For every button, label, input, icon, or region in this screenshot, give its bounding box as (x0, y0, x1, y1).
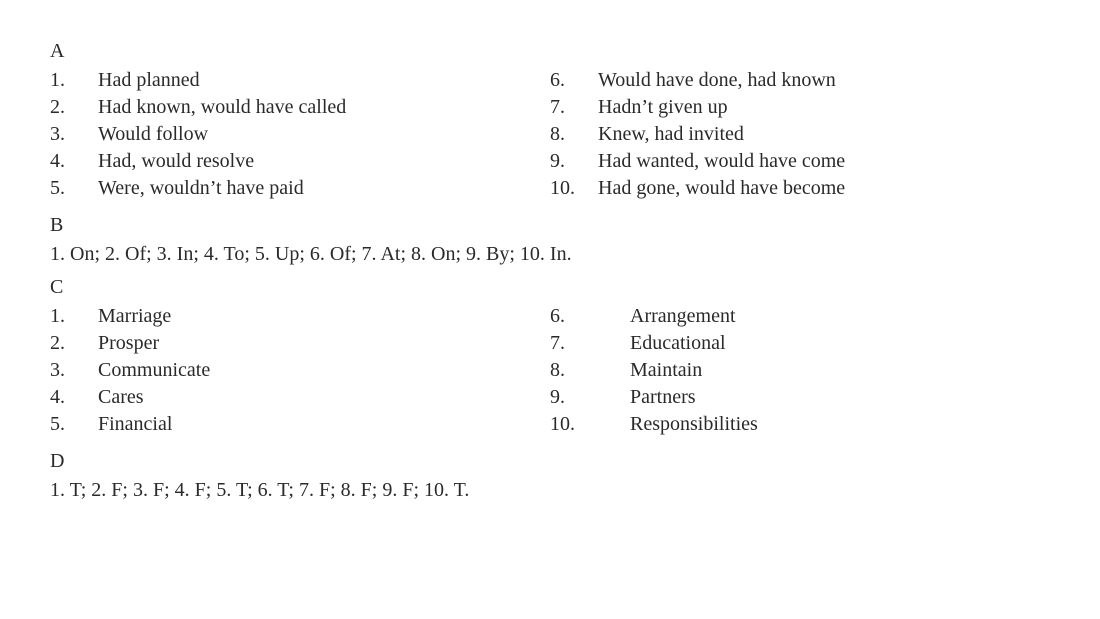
item-number: 5. (50, 413, 98, 436)
item-number: 6. (550, 69, 598, 92)
item-number: 1. (50, 69, 98, 92)
item-text: Had gone, would have become (598, 177, 1050, 200)
item-text: Had planned (98, 69, 550, 92)
list-item: 5. Were, wouldn’t have paid (50, 177, 550, 200)
section-c-right-col: 6. Arrangement 7. Educational 8. Maintai… (550, 305, 1050, 440)
item-text: Cares (98, 386, 550, 409)
list-item: 10. Had gone, would have become (550, 177, 1050, 200)
list-item: 6. Would have done, had known (550, 69, 1050, 92)
list-item: 3. Would follow (50, 123, 550, 146)
item-text: Were, wouldn’t have paid (98, 177, 550, 200)
item-number: 8. (550, 359, 612, 382)
item-text: Hadn’t given up (598, 96, 1050, 119)
item-number: 9. (550, 386, 612, 409)
section-c-left-col: 1. Marriage 2. Prosper 3. Communicate 4.… (50, 305, 550, 440)
section-b-label: B (50, 214, 1050, 237)
item-number: 3. (50, 123, 98, 146)
item-number: 5. (50, 177, 98, 200)
item-text: Had, would resolve (98, 150, 550, 173)
item-number: 10. (550, 177, 598, 200)
section-b-content: 1. On; 2. Of; 3. In; 4. To; 5. Up; 6. Of… (50, 243, 1050, 266)
item-text: Knew, had invited (598, 123, 1050, 146)
item-text: Responsibilities (612, 413, 1050, 436)
item-number: 9. (550, 150, 598, 173)
item-text: Had known, would have called (98, 96, 550, 119)
item-text: Had wanted, would have come (598, 150, 1050, 173)
list-item: 9. Partners (550, 386, 1050, 409)
item-number: 7. (550, 96, 598, 119)
list-item: 9. Had wanted, would have come (550, 150, 1050, 173)
item-text: Would follow (98, 123, 550, 146)
item-number: 2. (50, 332, 98, 355)
item-text: Partners (612, 386, 1050, 409)
item-text: Prosper (98, 332, 550, 355)
list-item: 5. Financial (50, 413, 550, 436)
item-text: Arrangement (612, 305, 1050, 328)
list-item: 4. Had, would resolve (50, 150, 550, 173)
item-number: 4. (50, 150, 98, 173)
list-item: 8. Maintain (550, 359, 1050, 382)
list-item: 1. Had planned (50, 69, 550, 92)
list-item: 2. Had known, would have called (50, 96, 550, 119)
list-item: 10. Responsibilities (550, 413, 1050, 436)
item-number: 4. (50, 386, 98, 409)
item-text: Educational (612, 332, 1050, 355)
section-d-label: D (50, 450, 1050, 473)
list-item: 6. Arrangement (550, 305, 1050, 328)
list-item: 4. Cares (50, 386, 550, 409)
list-item: 7. Hadn’t given up (550, 96, 1050, 119)
item-number: 10. (550, 413, 612, 436)
section-d-content: 1. T; 2. F; 3. F; 4. F; 5. T; 6. T; 7. F… (50, 479, 1050, 502)
item-number: 8. (550, 123, 598, 146)
item-text: Marriage (98, 305, 550, 328)
item-number: 6. (550, 305, 612, 328)
section-c-label: C (50, 276, 1050, 299)
section-a-content: 1. Had planned 2. Had known, would have … (50, 69, 1050, 204)
item-number: 7. (550, 332, 612, 355)
item-text: Would have done, had known (598, 69, 1050, 92)
item-text: Communicate (98, 359, 550, 382)
item-number: 2. (50, 96, 98, 119)
item-text: Maintain (612, 359, 1050, 382)
item-number: 1. (50, 305, 98, 328)
section-c-content: 1. Marriage 2. Prosper 3. Communicate 4.… (50, 305, 1050, 440)
list-item: 7. Educational (550, 332, 1050, 355)
list-item: 1. Marriage (50, 305, 550, 328)
section-a-left-col: 1. Had planned 2. Had known, would have … (50, 69, 550, 204)
list-item: 8. Knew, had invited (550, 123, 1050, 146)
section-a-right-col: 6. Would have done, had known 7. Hadn’t … (550, 69, 1050, 204)
list-item: 3. Communicate (50, 359, 550, 382)
section-a-label: A (50, 40, 1050, 63)
item-number: 3. (50, 359, 98, 382)
list-item: 2. Prosper (50, 332, 550, 355)
item-text: Financial (98, 413, 550, 436)
